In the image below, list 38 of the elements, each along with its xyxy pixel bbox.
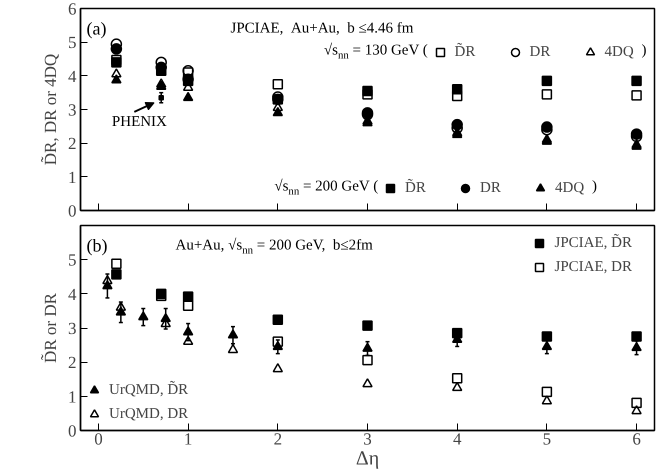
y-tick-label: 6 [68, 0, 76, 18]
y-tick-label: 1 [68, 168, 76, 187]
y-axis-title: D̃R or DR [40, 292, 60, 363]
y-tick-label: 4 [68, 284, 77, 304]
x-tick-label: 1 [184, 430, 192, 448]
y-tick-label: 0 [68, 202, 76, 220]
legend-label: JPCIAE, DR [554, 258, 633, 276]
legend-label: UrQMD, DR [109, 404, 190, 424]
legend-label: D̃R [454, 42, 476, 62]
y-tick-label: 3 [68, 100, 76, 120]
x-tick-label: 5 [542, 430, 552, 448]
x-tick-label: 6 [632, 430, 641, 448]
x-tick-label: 2 [274, 430, 282, 448]
y-axis-title: D̃R, DR or 4DQ [40, 54, 60, 166]
legend-label: 4DQ [555, 178, 586, 198]
legend-label: DR [480, 178, 502, 198]
legend-label: JPCIAE, D̃R [554, 233, 633, 252]
x-tick-label: 4 [452, 430, 462, 448]
annotation: (a) [86, 18, 106, 38]
legend-label: D̃R [405, 178, 427, 198]
y-tick-label: 5 [68, 33, 76, 52]
y-tick-label: 1 [68, 387, 76, 406]
annotation: (b) [86, 236, 108, 256]
x-tick-label: 0 [94, 430, 103, 448]
annotation: ) [592, 178, 597, 194]
y-tick-label: 2 [68, 134, 76, 154]
legend-label: UrQMD, D̃R [109, 380, 190, 400]
y-tick-label: 3 [68, 319, 76, 338]
annotation: PHENIX [112, 114, 168, 130]
x-tick-label: 3 [363, 430, 372, 448]
y-tick-label: 4 [68, 66, 77, 86]
annotation: JPCIAE, Au+Au, b ≤4.46 fm [230, 20, 414, 36]
x-axis-title: Δη [356, 448, 380, 470]
annotation: ) [642, 42, 646, 58]
legend-label: 4DQ [604, 42, 635, 62]
y-tick-label: 2 [68, 353, 76, 372]
legend-label: DR [530, 42, 552, 62]
y-tick-label: 5 [68, 250, 76, 270]
